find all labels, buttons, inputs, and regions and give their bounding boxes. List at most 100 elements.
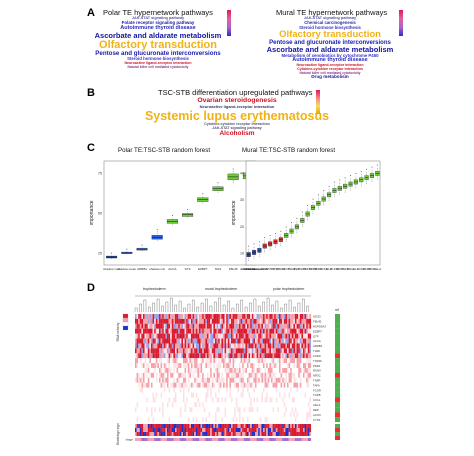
- heatmap-annotation-cell: [245, 424, 248, 428]
- heatmap-cell: [151, 343, 153, 349]
- heatmap-cell: [258, 353, 260, 359]
- heatmap-cell: [186, 314, 188, 319]
- heatmap-cell: [211, 397, 214, 403]
- heatmap-cell: [162, 392, 164, 398]
- heatmap-cell: [263, 338, 265, 344]
- heatmap-cell: [277, 368, 280, 373]
- heatmap-cell: [154, 402, 156, 408]
- rf-ylabel: Importance: [90, 200, 95, 225]
- heatmap-cell: [211, 314, 214, 319]
- heatmap-annotation-cell: [183, 428, 185, 432]
- heatmap-cell: [267, 318, 270, 324]
- heatmap-cell: [178, 333, 180, 339]
- heatmap-cell: [146, 377, 148, 383]
- heatmap-annotation-cell: [224, 428, 227, 432]
- mural-te-color-scale: [399, 10, 403, 36]
- stage-band-cell: [170, 438, 172, 441]
- heatmap-cell: [242, 314, 244, 319]
- heatmap-cell: [287, 382, 289, 388]
- heatmap-cell: [175, 392, 177, 398]
- heatmap-cell: [186, 343, 188, 349]
- heatmap-cell: [291, 348, 294, 354]
- heatmap-annotation-cell: [157, 424, 160, 428]
- heatmap-cell: [155, 348, 158, 354]
- heatmap-cell: [256, 368, 259, 373]
- heatmap-cell: [296, 407, 299, 413]
- rf-xtick: TAFA: [347, 267, 354, 271]
- heatmap-annotation-cell: [170, 432, 172, 436]
- heatmap-cell: [285, 353, 288, 359]
- heatmap-cell: [149, 363, 152, 369]
- heatmap-cell: [283, 348, 286, 354]
- heatmap-cell: [231, 407, 233, 413]
- heatmap-cell: [152, 353, 155, 359]
- heatmap-cell: [250, 402, 252, 408]
- heatmap-cell: [251, 314, 254, 319]
- heatmap-cell: [231, 353, 233, 359]
- heatmap-cell: [309, 392, 312, 398]
- heatmap-cell: [138, 397, 140, 403]
- heatmap-annotation-cell: [290, 424, 292, 428]
- heatmap-cell: [306, 338, 308, 344]
- heatmap-cell: [259, 318, 262, 324]
- heatmap-cell: [151, 402, 153, 408]
- heatmap-cell: [309, 318, 312, 324]
- heatmap-cell: [179, 343, 182, 349]
- heatmap-annotation-cell: [195, 432, 198, 436]
- heatmap-cell: [295, 417, 297, 423]
- heatmap-cell: [175, 318, 177, 324]
- heatmap-cell: [269, 318, 272, 324]
- heatmap-cell: [287, 328, 289, 334]
- heatmap-cell: [298, 387, 300, 393]
- heatmap-annotation-cell: [143, 432, 145, 436]
- heatmap-cell: [250, 368, 252, 373]
- heatmap-cell: [248, 323, 251, 329]
- heatmap-cell: [235, 407, 238, 413]
- heatmap-cell: [146, 338, 148, 344]
- heatmap-cell: [293, 314, 296, 319]
- heatmap-cell: [203, 372, 206, 378]
- heatmap-cell: [189, 314, 192, 319]
- heatmap-cell: [283, 417, 286, 423]
- rf-outlier: [269, 235, 271, 236]
- heatmap-cell: [218, 382, 220, 388]
- heatmap-cell: [146, 318, 148, 324]
- heatmap-cell: [288, 372, 291, 378]
- heatmap-cell: [274, 338, 276, 344]
- heatmap-cell: [171, 348, 174, 354]
- heatmap-cell: [213, 314, 216, 319]
- heatmap-cell: [293, 338, 296, 344]
- stage-band-cell: [159, 438, 161, 441]
- heatmap-annotation-cell: [151, 428, 153, 432]
- rf-outlier: [264, 237, 266, 239]
- heatmap-annotation-cell: [255, 428, 257, 432]
- heatmap-cell: [192, 363, 195, 369]
- heatmap-cell: [208, 402, 211, 408]
- heatmap-cell: [240, 343, 243, 349]
- heatmap-cell: [232, 358, 235, 364]
- heatmap-cell: [136, 338, 139, 344]
- heatmap-cell: [176, 392, 179, 398]
- heatmap-cell: [149, 338, 152, 344]
- heatmap-cell: [299, 314, 302, 319]
- heatmap-cell: [221, 314, 224, 319]
- heatmap-cell: [151, 323, 153, 329]
- heatmap-cell: [223, 353, 225, 359]
- heatmap-annotation-cell: [247, 432, 249, 436]
- heatmap-cell: [138, 407, 140, 413]
- heatmap-cell: [234, 314, 236, 319]
- heatmap-cell: [154, 397, 156, 403]
- heatmap-cell: [290, 363, 292, 369]
- heatmap-cell: [202, 377, 204, 383]
- heatmap-cell: [143, 372, 145, 378]
- heatmap-cell: [192, 387, 195, 393]
- heatmap-cell: [221, 377, 224, 383]
- dendrogram-branch: [302, 298, 305, 312]
- heatmap-cell: [298, 397, 300, 403]
- heatmap-cell: [167, 392, 169, 398]
- heatmap-cell: [227, 387, 230, 393]
- heatmap-annotation-cell: [247, 428, 249, 432]
- heatmap-cell: [219, 407, 222, 413]
- heatmap-cell: [256, 348, 259, 354]
- heatmap-cell: [269, 372, 272, 378]
